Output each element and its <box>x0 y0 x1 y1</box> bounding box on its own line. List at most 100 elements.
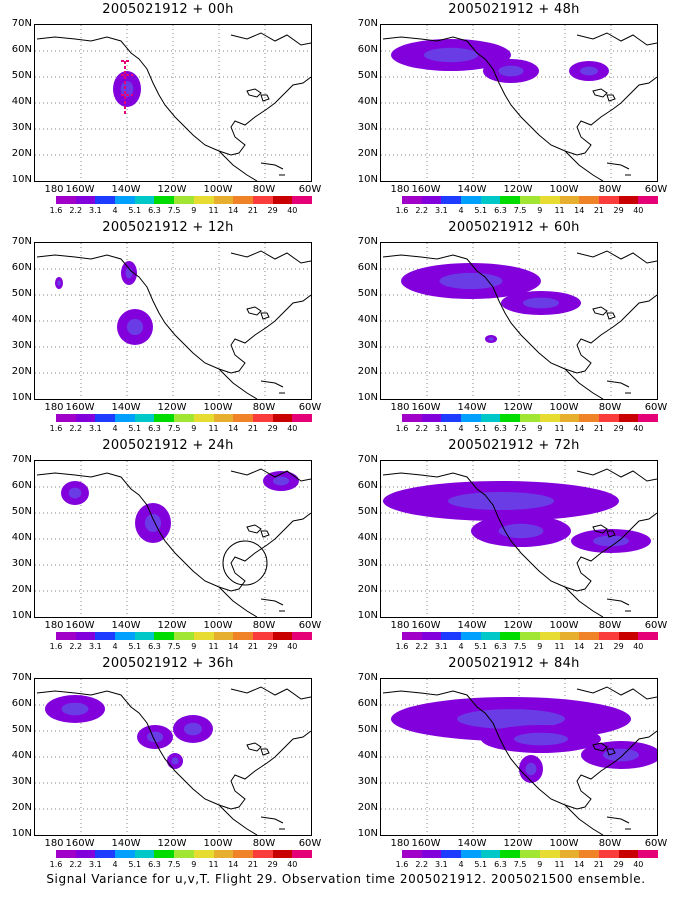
lat-label: 60N <box>11 480 32 491</box>
colorbar-swatch <box>292 414 312 422</box>
colorbar-label: 14 <box>228 860 239 869</box>
lon-label: 140W <box>457 838 487 849</box>
colorbar-swatch <box>75 414 96 422</box>
colorbar-label: 40 <box>287 642 298 651</box>
colorbar <box>56 414 312 422</box>
panel-title: 2005021912 + 36h <box>102 656 234 671</box>
colorbar-swatch <box>461 850 481 858</box>
colorbar-swatch <box>56 414 76 422</box>
colorbar-swatch <box>618 632 639 640</box>
lon-label: 120W <box>503 620 533 631</box>
lon-label: 100W <box>203 838 233 849</box>
colorbar-label: 40 <box>633 642 644 651</box>
colorbar-label: 5.1 <box>474 206 488 215</box>
lon-label: 60W <box>644 838 668 849</box>
colorbar-label: 2.2 <box>69 424 83 433</box>
colorbar-swatch <box>539 632 560 640</box>
colorbar-swatch <box>421 632 442 640</box>
lon-label: 120W <box>157 402 187 413</box>
lon-label: 80W <box>252 184 276 195</box>
colorbar-swatch <box>213 632 234 640</box>
variance-core <box>488 337 494 341</box>
map-panel: 2005021912 + 60h 70N 60N 50N 40N 30N 20N 10N 180… <box>346 218 668 433</box>
colorbar-swatch <box>500 850 521 858</box>
colorbar-swatch <box>233 632 253 640</box>
colorbar-label: 3.1 <box>435 860 448 869</box>
colorbar-label: 5.1 <box>474 642 488 651</box>
lat-label: 30N <box>11 122 32 133</box>
lat-label: 10N <box>357 610 378 621</box>
colorbar-swatch <box>461 196 481 204</box>
colorbar-label: 29 <box>613 860 624 869</box>
colorbar-swatch <box>193 414 214 422</box>
colorbar-swatch <box>402 196 422 204</box>
coastline <box>576 468 657 482</box>
colorbar-swatch <box>174 850 194 858</box>
coastline <box>564 150 604 181</box>
lon-label: 140W <box>111 620 141 631</box>
colorbar-swatch <box>559 850 580 858</box>
colorbar-label: 14 <box>228 642 239 651</box>
lon-label: 120W <box>157 838 187 849</box>
colorbar-swatch <box>598 632 619 640</box>
colorbar-swatch <box>134 196 155 204</box>
colorbar-label: 40 <box>287 424 298 433</box>
lat-label: 60N <box>357 698 378 709</box>
colorbar <box>56 632 312 640</box>
colorbar-swatch <box>598 414 619 422</box>
colorbar-swatch <box>174 632 194 640</box>
variance-core <box>580 66 598 76</box>
map-svg <box>35 243 311 399</box>
lat-label: 30N <box>11 558 32 569</box>
colorbar-swatch <box>233 850 253 858</box>
colorbar-label: 3.1 <box>435 206 448 215</box>
lat-label: 40N <box>11 314 32 325</box>
colorbar-swatch <box>154 196 175 204</box>
colorbar-label: 4 <box>112 642 118 651</box>
colorbar-swatch <box>292 850 312 858</box>
lat-label: 10N <box>11 610 32 621</box>
map-area <box>34 460 312 618</box>
colorbar-label: 40 <box>633 860 644 869</box>
lon-label: 160W <box>411 620 441 631</box>
coastline <box>218 368 258 399</box>
colorbar-swatch <box>56 850 76 858</box>
colorbar-swatch <box>115 196 135 204</box>
colorbar-swatch <box>500 414 521 422</box>
lon-label: 180 <box>390 838 410 849</box>
colorbar-label: 6.3 <box>148 206 161 215</box>
coastline <box>246 524 270 538</box>
lat-label: 60N <box>11 262 32 273</box>
colorbar-label: 11 <box>554 206 565 215</box>
lat-label: 70N <box>11 236 32 247</box>
colorbar-label: 14 <box>228 206 239 215</box>
colorbar-swatch <box>193 632 214 640</box>
colorbar-swatch <box>213 850 234 858</box>
lat-label: 30N <box>357 558 378 569</box>
lat-label: 20N <box>11 148 32 159</box>
coastline <box>36 472 311 592</box>
map-area <box>380 460 658 618</box>
lon-label: 180 <box>390 184 410 195</box>
map-panel: 2005021912 + 36h 70N 60N 50N 40N 30N 20N 10N 180… <box>0 654 322 869</box>
colorbar-label: 11 <box>208 424 219 433</box>
lon-label: 180 <box>44 184 64 195</box>
colorbar-label: 11 <box>554 860 565 869</box>
variance-core <box>61 702 89 716</box>
colorbar-label: 9 <box>191 206 197 215</box>
colorbar-label: 7.5 <box>167 642 181 651</box>
colorbar-swatch <box>441 850 462 858</box>
lon-label: 60W <box>298 838 322 849</box>
coastline <box>36 690 311 810</box>
map-panel: 2005021912 + 48h 70N 60N 50N 40N 30N 20N 10N 180… <box>346 0 668 215</box>
colorbar-label: 11 <box>208 642 219 651</box>
lat-label: 50N <box>357 288 378 299</box>
colorbar-label: 21 <box>247 206 259 215</box>
coastline <box>592 306 616 320</box>
lat-label: 40N <box>357 750 378 761</box>
colorbar-swatch <box>539 850 560 858</box>
colorbar-swatch <box>154 850 175 858</box>
panel-title: 2005021912 + 72h <box>448 438 580 453</box>
map-panel: 2005021912 + 00h 70N 60N 50N 40N 30N 20N 10N 180… <box>0 0 322 215</box>
lat-label: 20N <box>11 584 32 595</box>
